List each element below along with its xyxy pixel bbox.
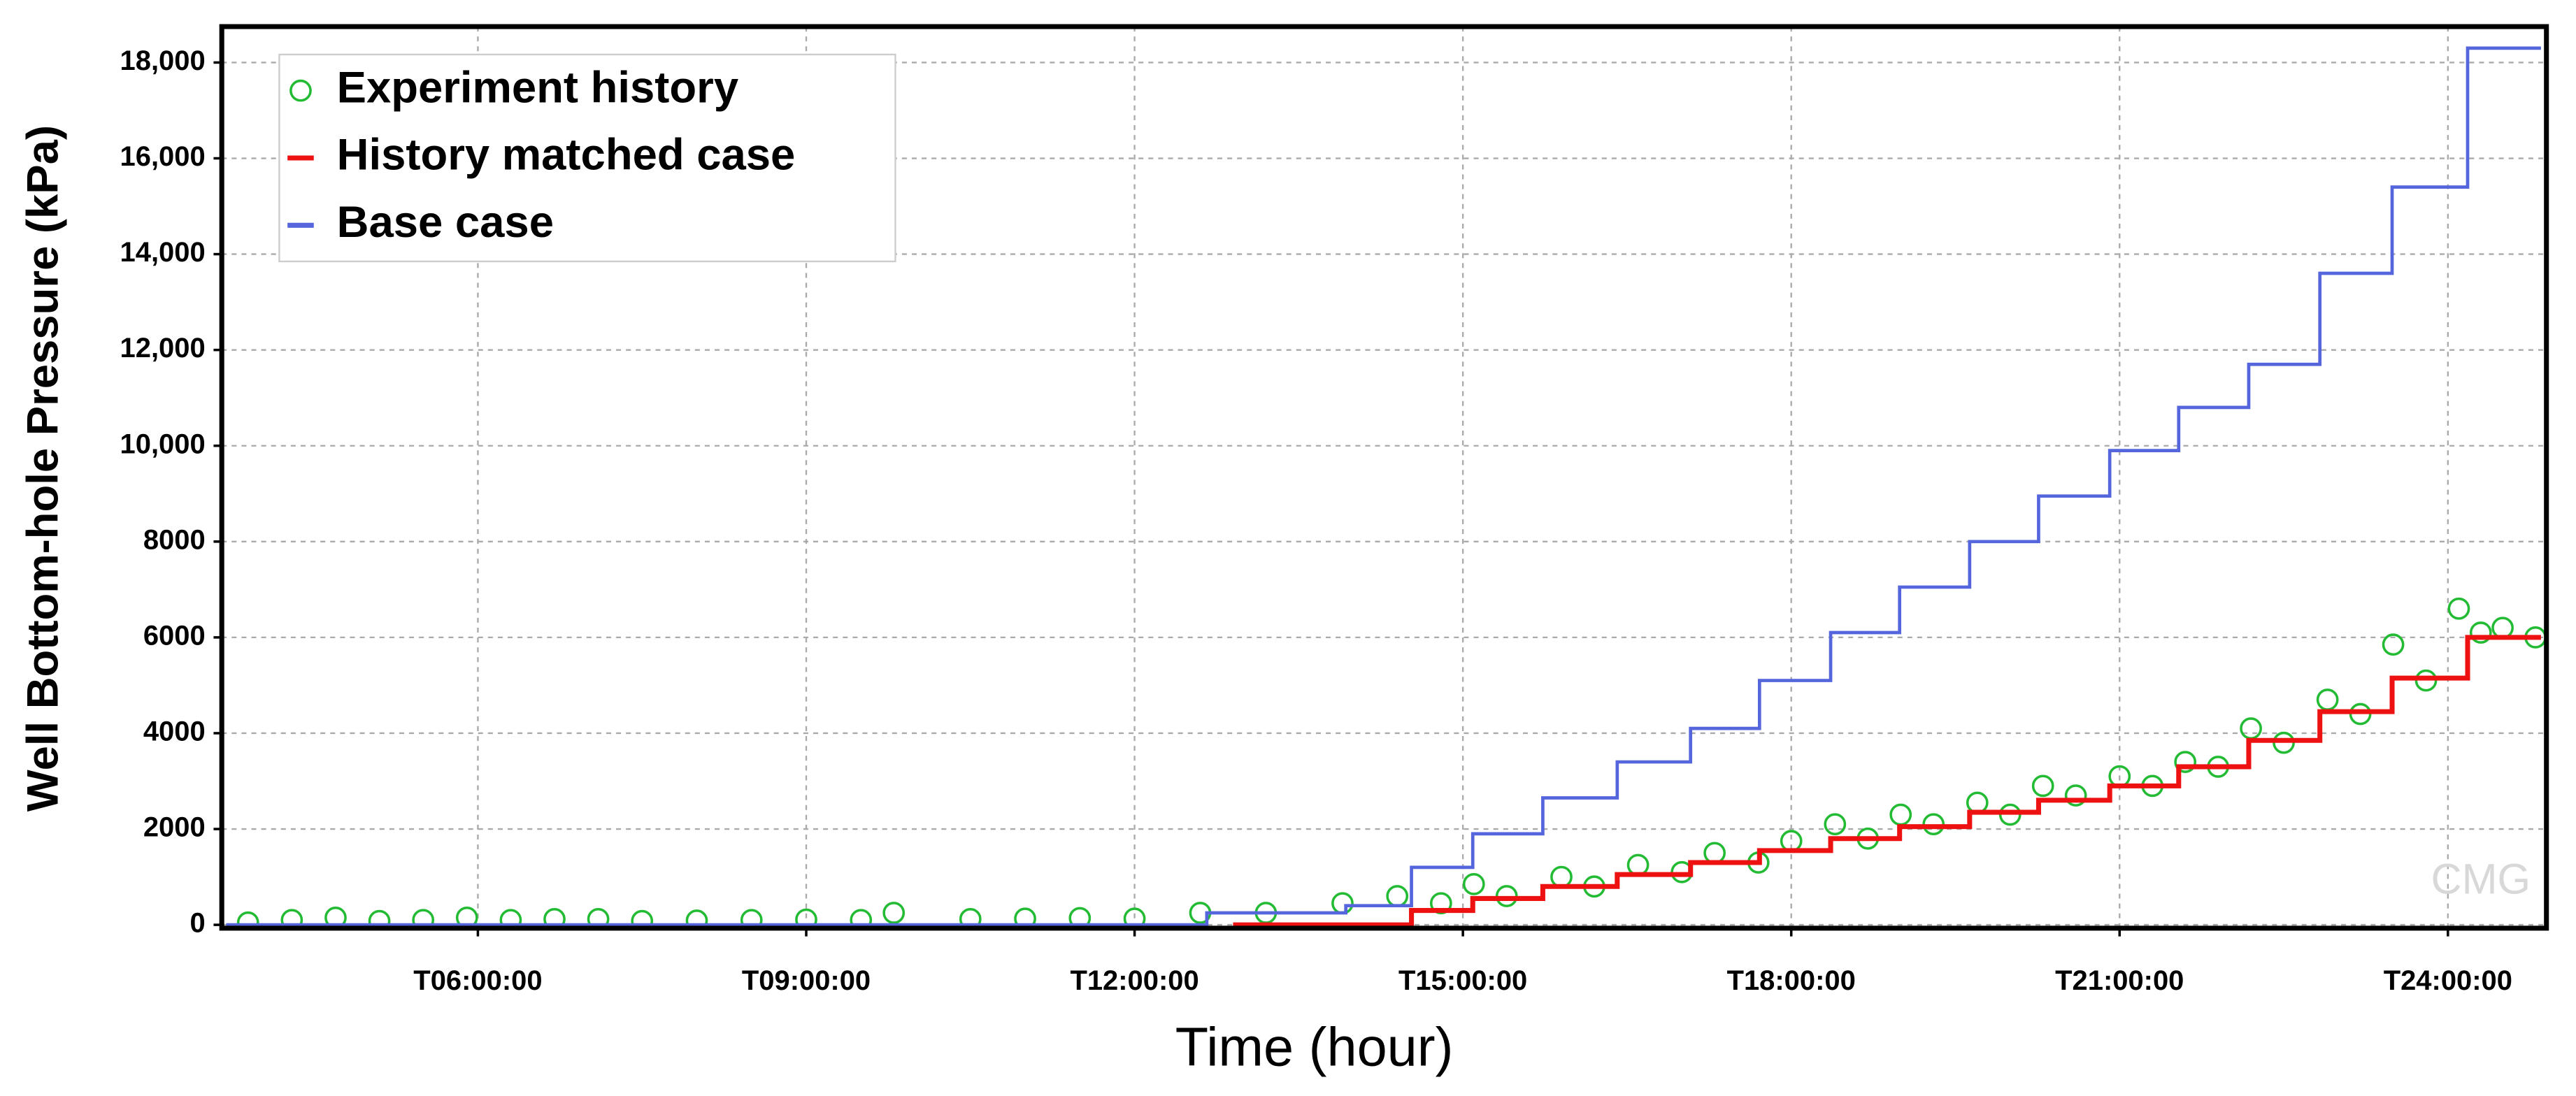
data-point [795, 908, 817, 928]
y-tick-label: 18,000 [120, 45, 206, 76]
data-point [2469, 621, 2492, 644]
data-point [280, 909, 303, 928]
legend-label: Experiment history [337, 63, 738, 112]
data-point [2382, 633, 2405, 656]
data-point [2447, 597, 2470, 620]
x-tick-label: T24:00:00 [2384, 965, 2512, 996]
watermark: CMG [2431, 855, 2531, 902]
legend-label: Base case [337, 198, 554, 247]
data-point [882, 902, 906, 924]
y-tick-label: 16,000 [120, 141, 206, 172]
data-point [2064, 784, 2087, 807]
data-point [499, 909, 522, 928]
y-tick-label: 12,000 [120, 333, 206, 363]
data-point [587, 908, 610, 928]
x-tick-label: T21:00:00 [2055, 965, 2184, 996]
data-point [543, 908, 566, 928]
x-tick-label: T09:00:00 [742, 965, 871, 996]
y-tick-label: 4000 [143, 716, 206, 747]
y-tick-label: 8000 [143, 524, 206, 555]
legend-box [278, 53, 896, 263]
line-series [1233, 635, 2541, 928]
data-point [1824, 813, 1847, 836]
data-point [959, 908, 982, 928]
data-point [368, 909, 391, 928]
data-point [1123, 907, 1146, 928]
data-point [2174, 751, 2197, 773]
data-point [685, 909, 708, 928]
data-point [1014, 907, 1036, 928]
x-tick-label: T18:00:00 [1727, 965, 1856, 996]
y-axis-label: Well Bottom-hole Pressure (kPa) [19, 125, 68, 812]
data-point [740, 909, 763, 928]
x-tick-label: T15:00:00 [1398, 965, 1527, 996]
plot-frame [219, 24, 2549, 931]
x-tick-label: T12:00:00 [1070, 965, 1198, 996]
y-tick-label: 0 [189, 908, 205, 939]
y-tick-label: 14,000 [120, 237, 206, 268]
legend-label: History matched case [337, 131, 796, 180]
data-point [1462, 872, 1485, 895]
data-point [412, 909, 435, 928]
legend-marker [289, 79, 312, 102]
data-point [236, 911, 259, 928]
x-axis-label: Time (hour) [1175, 1018, 1454, 1078]
data-point [850, 909, 873, 928]
data-point [631, 909, 654, 928]
y-tick-label: 10,000 [120, 428, 206, 459]
data-point [1429, 892, 1452, 915]
line-series [226, 46, 2541, 927]
y-tick-label: 2000 [143, 812, 206, 843]
y-tick-label: 6000 [143, 620, 206, 651]
x-tick-label: T06:00:00 [413, 965, 542, 996]
data-point [2031, 774, 2054, 798]
